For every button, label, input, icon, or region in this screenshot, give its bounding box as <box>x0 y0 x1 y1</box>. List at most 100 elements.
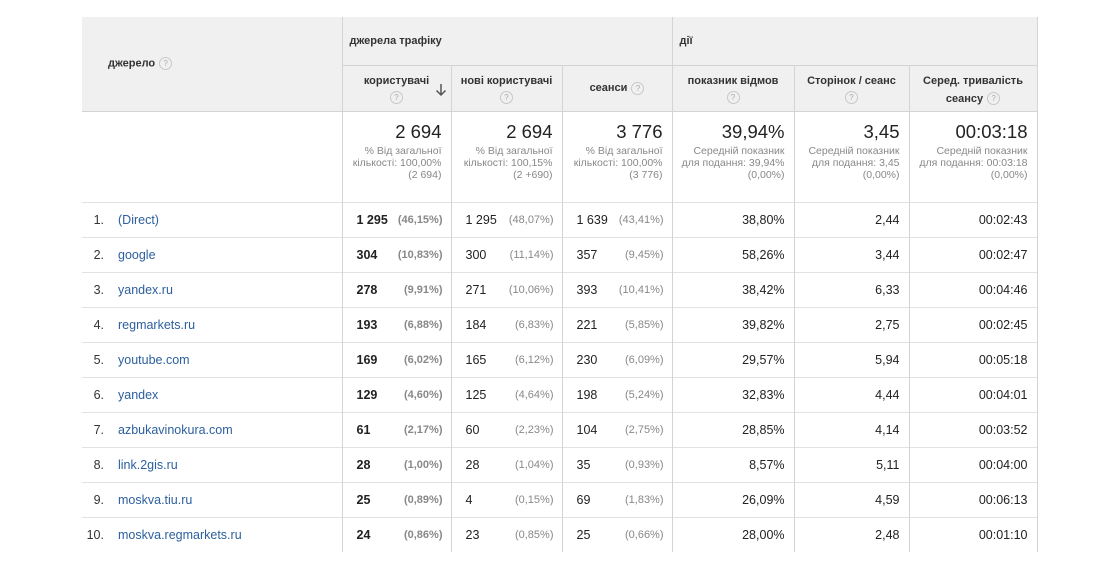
users-cell: 61(2,17%) <box>342 412 451 447</box>
pages-per-session-column-header[interactable]: Сторінок / сеанс ? <box>794 65 909 111</box>
avg-duration-value: 00:02:43 <box>909 202 1037 237</box>
users-cell: 278 (9,91%) <box>342 272 451 307</box>
users-value: 169 <box>357 353 378 367</box>
help-circle-icon[interactable]: ? <box>845 91 858 104</box>
new-users-value: 4 <box>466 493 473 507</box>
row-index: 9. <box>82 482 118 517</box>
source-link[interactable]: moskva.regmarkets.ru <box>118 517 342 552</box>
users-cell: 193(6,88%) <box>342 307 451 342</box>
avg-duration-value: 00:04:01 <box>909 377 1037 412</box>
pages-per-session-value: 2,44 <box>794 202 909 237</box>
pages-per-session-value: 2,48 <box>794 517 909 552</box>
pages-per-session-value: 6,33 <box>794 272 909 307</box>
source-column-header[interactable]: джерело? <box>82 17 342 111</box>
users-value: 278 <box>357 283 378 297</box>
source-link[interactable]: (Direct) <box>118 202 342 237</box>
bounce-rate-value: 38,80% <box>672 202 794 237</box>
avg-duration-value: 00:04:46 <box>909 272 1037 307</box>
source-link[interactable]: youtube.com <box>118 342 342 377</box>
sessions-value: 221 <box>577 318 598 332</box>
avg-duration-column-header[interactable]: Серед. тривалість сеансу? <box>909 65 1037 111</box>
source-header-label: джерело <box>108 58 155 70</box>
sessions-value: 25 <box>577 528 591 542</box>
new-users-cell: 60(2,23%) <box>451 412 562 447</box>
bounce-rate-column-header[interactable]: показник відмов ? <box>672 65 794 111</box>
table-row: 2. google 304(10,83%) 300(11,14%) 357(9,… <box>82 237 1037 272</box>
sessions-value: 1 639 <box>577 213 608 227</box>
new-users-value: 1 295 <box>466 213 497 227</box>
avg-duration-value: 00:01:10 <box>909 517 1037 552</box>
new-users-value: 184 <box>466 318 487 332</box>
new-users-cell: 28 (1,04%) <box>451 447 562 482</box>
help-circle-icon[interactable]: ? <box>727 91 740 104</box>
source-link[interactable]: yandex <box>118 377 342 412</box>
users-percent: (6,88%) <box>404 319 443 331</box>
source-link[interactable]: regmarkets.ru <box>118 307 342 342</box>
table-row: 9. moskva.tiu.ru 25(0,89%) 4(0,15%) 69(1… <box>82 482 1037 517</box>
new-users-percent: (1,04%) <box>515 459 554 471</box>
new-users-value: 271 <box>466 283 487 297</box>
sessions-value: 230 <box>577 353 598 367</box>
users-percent: (6,02%) <box>404 354 443 366</box>
new-users-column-header[interactable]: нові користувачі ? <box>451 65 562 111</box>
users-cell: 129(4,60%) <box>342 377 451 412</box>
row-index: 2. <box>82 237 118 272</box>
traffic-sources-group-header: джерела трафіку <box>342 17 672 65</box>
sessions-value: 104 <box>577 423 598 437</box>
pages-per-session-total-note: Середній показник для подання: 3,45 (0,0… <box>804 145 900 181</box>
bounce-rate-value: 8,57% <box>672 447 794 482</box>
users-percent: (10,83%) <box>398 249 443 261</box>
sessions-cell: 221(5,85%) <box>562 307 672 342</box>
sessions-cell: 230(6,09%) <box>562 342 672 377</box>
help-circle-icon[interactable]: ? <box>987 92 1000 105</box>
users-column-header[interactable]: користувачі ? <box>342 65 451 111</box>
source-link[interactable]: link.2gis.ru <box>118 447 342 482</box>
sessions-value: 357 <box>577 248 598 262</box>
report-table: джерело? джерела трафіку дії користувачі… <box>82 17 1038 552</box>
source-link[interactable]: moskva.tiu.ru <box>118 482 342 517</box>
new-users-total-note: % Від загальної кількості: 100,15% (2 +6… <box>461 145 553 181</box>
pages-per-session-total-cell: 3,45Середній показник для подання: 3,45 … <box>794 111 909 202</box>
source-link[interactable]: google <box>118 237 342 272</box>
new-users-percent: (6,83%) <box>515 319 554 331</box>
bounce-rate-value: 39,82% <box>672 307 794 342</box>
new-users-percent: (2,23%) <box>515 424 554 436</box>
table-row: 7. azbukavinokura.com 61(2,17%) 60(2,23%… <box>82 412 1037 447</box>
users-percent: (4,60%) <box>404 389 443 401</box>
help-circle-icon[interactable]: ? <box>631 82 644 95</box>
bounce-rate-total-note: Середній показник для подання: 39,94% (0… <box>682 145 785 181</box>
sessions-percent: (1,83%) <box>625 494 664 506</box>
sessions-column-header[interactable]: сеанси? <box>562 65 672 111</box>
arrow-down-icon[interactable] <box>435 83 447 97</box>
avg-duration-value: 00:02:47 <box>909 237 1037 272</box>
help-circle-icon[interactable]: ? <box>500 91 513 104</box>
users-percent: (46,15%) <box>398 214 443 226</box>
row-index: 7. <box>82 412 118 447</box>
new-users-percent: (4,64%) <box>515 389 554 401</box>
sessions-cell: 25(0,66%) <box>562 517 672 552</box>
users-percent: (9,91%) <box>404 284 443 296</box>
pages-per-session-value: 4,14 <box>794 412 909 447</box>
source-link[interactable]: azbukavinokura.com <box>118 412 342 447</box>
sessions-cell: 69(1,83%) <box>562 482 672 517</box>
source-link[interactable]: yandex.ru <box>118 272 342 307</box>
avg-duration-value: 00:06:13 <box>909 482 1037 517</box>
help-circle-icon[interactable]: ? <box>159 57 172 70</box>
pages-per-session-value: 5,94 <box>794 342 909 377</box>
users-percent: (0,86%) <box>404 529 443 541</box>
row-index: 6. <box>82 377 118 412</box>
sessions-percent: (5,24%) <box>625 389 664 401</box>
new-users-value: 125 <box>466 388 487 402</box>
users-cell: 1 295(46,15%) <box>342 202 451 237</box>
row-index: 4. <box>82 307 118 342</box>
new-users-value: 300 <box>466 248 487 262</box>
sessions-value: 393 <box>577 283 598 297</box>
avg-duration-value: 00:04:00 <box>909 447 1037 482</box>
users-value: 61 <box>357 423 371 437</box>
help-circle-icon[interactable]: ? <box>390 91 403 104</box>
new-users-cell: 184 (6,83%) <box>451 307 562 342</box>
pages-per-session-value: 3,44 <box>794 237 909 272</box>
new-users-value: 23 <box>466 528 480 542</box>
new-users-percent: (6,12%) <box>515 354 554 366</box>
new-users-value: 28 <box>466 458 480 472</box>
